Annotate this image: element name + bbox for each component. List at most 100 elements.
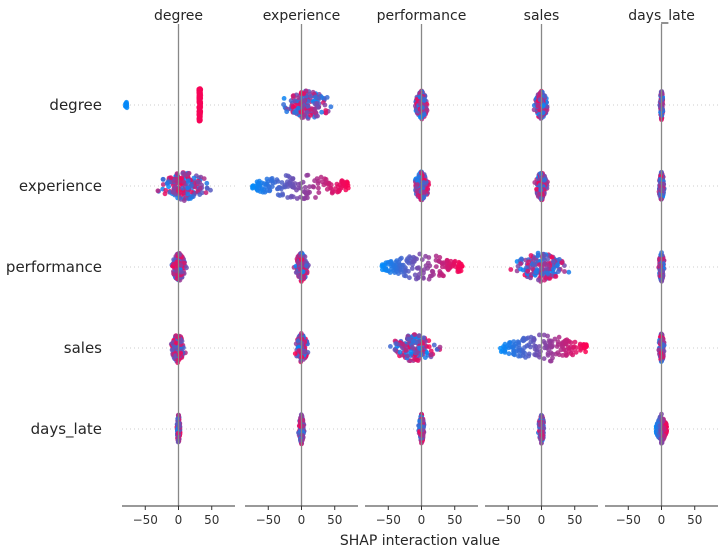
data-point — [409, 266, 415, 271]
data-point — [416, 265, 422, 271]
data-point — [191, 175, 197, 181]
data-point — [290, 176, 296, 182]
data-point — [516, 353, 521, 359]
data-point — [534, 186, 539, 192]
data-point — [175, 421, 181, 427]
data-point — [387, 270, 393, 275]
data-point — [181, 198, 187, 204]
data-point — [204, 186, 210, 191]
x-tick-label: −50 — [616, 513, 641, 527]
data-point — [313, 195, 318, 200]
data-point — [397, 349, 403, 355]
data-point — [556, 269, 561, 274]
data-point — [425, 260, 431, 266]
data-point — [560, 353, 565, 358]
data-point — [292, 98, 298, 104]
data-point — [201, 176, 207, 182]
data-point — [433, 264, 439, 269]
data-point — [421, 267, 427, 272]
data-point — [448, 258, 454, 264]
data-point — [424, 108, 430, 113]
data-point — [287, 180, 293, 186]
x-tick-label: 0 — [658, 513, 666, 527]
data-point — [425, 186, 430, 192]
axes-layer — [122, 505, 718, 510]
data-point — [552, 336, 558, 342]
data-point — [399, 255, 404, 261]
data-point — [307, 184, 312, 190]
data-point — [556, 334, 562, 340]
data-point — [301, 91, 307, 96]
data-point — [302, 185, 308, 190]
data-point — [420, 341, 425, 346]
x-tick-label: 0 — [175, 513, 183, 527]
data-point — [410, 338, 416, 344]
data-point — [380, 267, 385, 273]
data-point — [155, 188, 161, 194]
x-tick-label: 50 — [687, 513, 702, 527]
data-point — [403, 348, 409, 353]
x-tick-label: 0 — [538, 513, 546, 527]
data-point — [303, 191, 309, 196]
data-point — [516, 349, 522, 355]
points-layer — [123, 86, 669, 447]
data-point — [423, 253, 428, 259]
data-point — [406, 336, 412, 342]
data-point — [123, 102, 129, 108]
data-point — [536, 277, 541, 283]
data-point — [537, 332, 542, 338]
data-point — [502, 345, 507, 350]
data-point — [181, 179, 187, 185]
data-point — [544, 262, 550, 268]
data-point — [407, 275, 412, 281]
data-point — [436, 258, 441, 264]
data-point — [440, 264, 445, 270]
data-point — [305, 195, 310, 201]
data-point — [336, 189, 341, 194]
data-point — [537, 262, 542, 268]
data-point — [405, 259, 410, 264]
data-point — [184, 265, 189, 271]
data-point — [160, 177, 166, 182]
data-point — [578, 347, 583, 353]
data-point — [295, 338, 301, 344]
data-point — [312, 94, 318, 100]
data-point — [421, 112, 427, 118]
data-point — [562, 269, 567, 274]
data-point — [185, 185, 191, 191]
data-point — [185, 178, 191, 184]
x-tick-label: 50 — [204, 513, 219, 527]
data-point — [279, 180, 285, 185]
data-point — [545, 271, 551, 276]
data-point — [444, 264, 450, 270]
data-point — [305, 350, 311, 355]
data-point — [537, 191, 542, 197]
data-point — [300, 433, 305, 438]
data-point — [168, 175, 174, 181]
data-point — [316, 104, 321, 110]
data-point — [305, 104, 311, 109]
data-point — [521, 337, 527, 343]
data-point — [545, 351, 551, 356]
data-point — [535, 103, 541, 109]
data-point — [308, 112, 313, 118]
data-point — [563, 338, 568, 343]
data-point — [531, 337, 537, 342]
data-point — [571, 344, 577, 350]
data-point — [535, 253, 541, 259]
data-point — [539, 271, 545, 276]
data-point — [583, 349, 588, 355]
row-label: sales — [64, 339, 102, 357]
data-point — [551, 266, 556, 272]
data-point — [416, 174, 422, 180]
data-point — [323, 177, 329, 182]
data-point — [572, 339, 578, 345]
x-tick-label: 0 — [298, 513, 306, 527]
data-point — [298, 194, 303, 200]
data-point — [512, 341, 518, 347]
data-point — [304, 110, 310, 115]
data-point — [541, 177, 547, 183]
data-point — [345, 180, 350, 186]
data-point — [182, 260, 187, 266]
